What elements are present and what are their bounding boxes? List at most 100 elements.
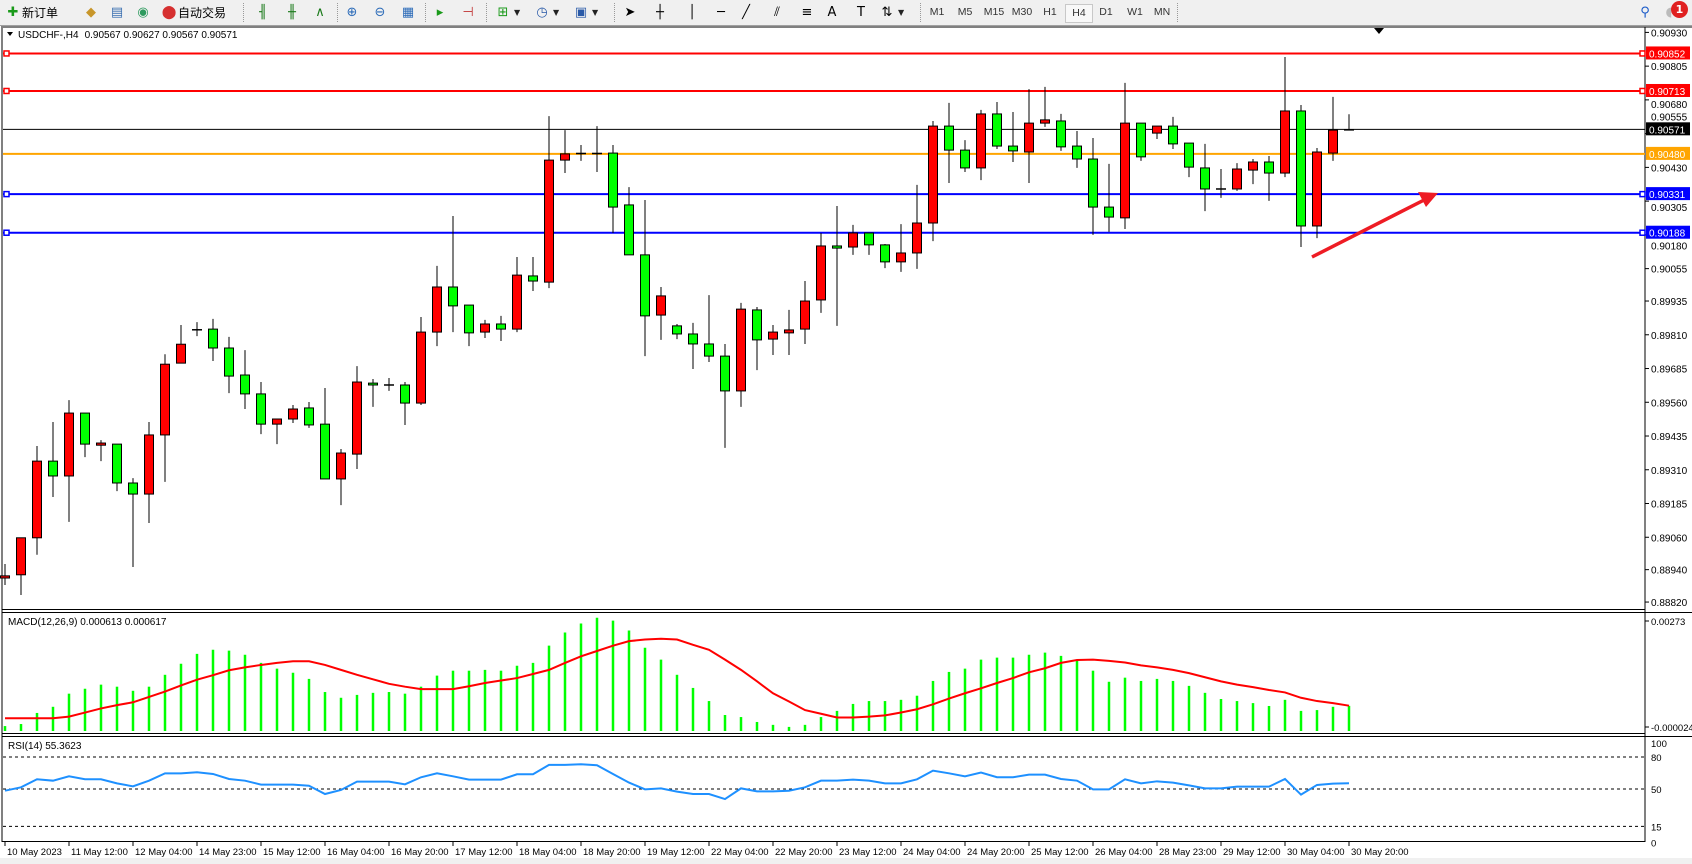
horizontal-line-icon: ─ — [717, 4, 725, 20]
fibonacci-tool[interactable]: ≡ — [798, 2, 816, 23]
time-tick-label: 12 May 04:00 — [135, 847, 193, 858]
toolbar-separator — [486, 3, 488, 22]
vertical-line-tool[interactable]: │ — [683, 2, 701, 23]
line-handle — [1639, 87, 1646, 95]
equidistant-channel-tool[interactable]: ⫽ — [768, 2, 786, 23]
candle-body — [960, 149, 970, 169]
dropdown-arrow-icon: ▼ — [514, 8, 521, 17]
signal-icon: ◉ — [137, 4, 149, 20]
text-label-tool[interactable]: T — [852, 2, 870, 23]
rsi-tick-label: 100 — [1651, 739, 1667, 750]
candle-body — [336, 452, 346, 480]
candle — [176, 325, 186, 364]
templates-button[interactable]: ▣ ▼ — [572, 2, 598, 23]
crosshair-tool[interactable]: ┼ — [651, 2, 669, 23]
candle — [1200, 143, 1210, 212]
candle — [240, 350, 250, 410]
red-arrow-annotation[interactable] — [1311, 192, 1438, 259]
period-m5[interactable]: M5 — [957, 6, 973, 18]
candle-body — [80, 412, 90, 445]
candle — [976, 109, 986, 181]
period-mn[interactable]: MN — [1153, 6, 1171, 18]
candle-body — [1184, 142, 1194, 168]
horizontal-line-tool[interactable]: ─ — [712, 2, 730, 23]
period-m1[interactable]: M1 — [929, 6, 945, 18]
data-window-button[interactable]: ▤ — [108, 2, 126, 23]
candle — [752, 306, 762, 371]
period-m15[interactable]: M15 — [983, 6, 1005, 18]
price-label-bg — [1646, 83, 1690, 97]
market-watch-button[interactable]: ◆ — [82, 2, 100, 23]
zoom-out-button[interactable]: ⊖ — [371, 2, 389, 23]
candle-body — [480, 323, 490, 333]
price-label-bid: 0.90571 — [1649, 125, 1686, 136]
indicators-button[interactable]: ⊞ ▼ — [494, 2, 521, 23]
chart-header: USDCHF-,H4 0.90567 0.90627 0.90567 0.9057… — [18, 30, 238, 41]
candle-body — [688, 333, 698, 345]
auto-trading-button[interactable]: ⬤ 自动交易 — [160, 2, 226, 23]
zoom-in-button[interactable]: ⊕ — [343, 2, 361, 23]
candle-body — [816, 245, 826, 301]
time-tick-label: 14 May 23:00 — [199, 847, 257, 858]
line-chart-icon: ∧ — [315, 4, 325, 20]
candle-body — [800, 300, 810, 330]
candle — [432, 265, 442, 347]
candle-body — [160, 363, 170, 436]
candle — [1120, 82, 1130, 229]
rsi-tick-label: 50 — [1651, 785, 1662, 796]
candle — [640, 200, 650, 357]
macd-title: MACD(12,26,9) 0.000613 0.000617 — [8, 617, 167, 628]
candle-body — [752, 309, 762, 341]
tile-windows-button[interactable]: ▦ — [399, 2, 417, 23]
arrows-tool[interactable]: ⇅ ▼ — [878, 2, 905, 23]
candle-body — [912, 222, 922, 254]
candle — [400, 382, 410, 425]
chart-shift-marker-icon[interactable] — [1374, 28, 1384, 34]
auto-scroll-button[interactable]: ▸ — [431, 2, 449, 23]
price-axis: 0.90930 0.90805 0.90680 0.90555 0.90430 0.903… — [1645, 28, 1688, 609]
candle-body — [128, 482, 138, 495]
search-button[interactable]: ⚲ — [1636, 2, 1654, 23]
notifications-button[interactable]: ◖ — [1660, 2, 1678, 23]
candle — [1280, 56, 1290, 178]
candle-body — [320, 423, 330, 480]
candle — [960, 140, 970, 172]
text-tool[interactable]: A — [823, 2, 841, 23]
collapse-triangle-icon[interactable] — [7, 32, 13, 36]
line-handle — [1639, 50, 1646, 57]
candle — [896, 224, 906, 272]
time-tick-label: 18 May 20:00 — [583, 847, 641, 858]
candle-body — [1040, 119, 1050, 124]
new-order-button[interactable]: ✚ 新订单 — [4, 2, 58, 23]
notification-badge: 1 — [1671, 1, 1688, 18]
candle — [384, 377, 394, 391]
signals-button[interactable]: ◉ — [134, 2, 152, 23]
price-tick-label: 0.89560 — [1651, 398, 1688, 409]
cursor-tool[interactable]: ➤ — [621, 2, 639, 23]
line-chart-button[interactable]: ∧ — [311, 2, 329, 23]
candle — [1040, 86, 1050, 127]
dropdown-arrow-icon: ▼ — [898, 8, 905, 17]
zoom-in-icon: ⊕ — [346, 4, 358, 20]
price-tick-label: 0.90430 — [1651, 163, 1688, 174]
period-h1[interactable]: H1 — [1043, 6, 1057, 18]
bar-chart-button[interactable]: ╢ — [254, 2, 272, 23]
chart-shift-button[interactable]: ⊣ — [459, 2, 477, 23]
candle — [352, 366, 362, 469]
macd-panel: 0.00273 -0.000024 — [3, 617, 1692, 734]
auto-trading-icon: ⬤ — [161, 4, 177, 20]
periods-button[interactable]: ◷ ▼ — [533, 2, 559, 23]
period-w1[interactable]: W1 — [1127, 6, 1143, 18]
candle — [736, 302, 746, 407]
candle-body — [352, 381, 362, 455]
period-m30[interactable]: M30 — [1011, 6, 1033, 18]
period-h4[interactable]: H4 — [1065, 4, 1093, 23]
time-tick-label: 17 May 12:00 — [455, 847, 513, 858]
candle — [1216, 169, 1226, 198]
dropdown-arrow-icon: ▼ — [553, 8, 560, 17]
candlestick-chart-button[interactable]: ╫ — [283, 2, 301, 23]
chart-shift-icon: ⊣ — [462, 4, 474, 20]
period-d1[interactable]: D1 — [1099, 6, 1113, 18]
trendline-tool[interactable]: ╱ — [737, 2, 755, 23]
